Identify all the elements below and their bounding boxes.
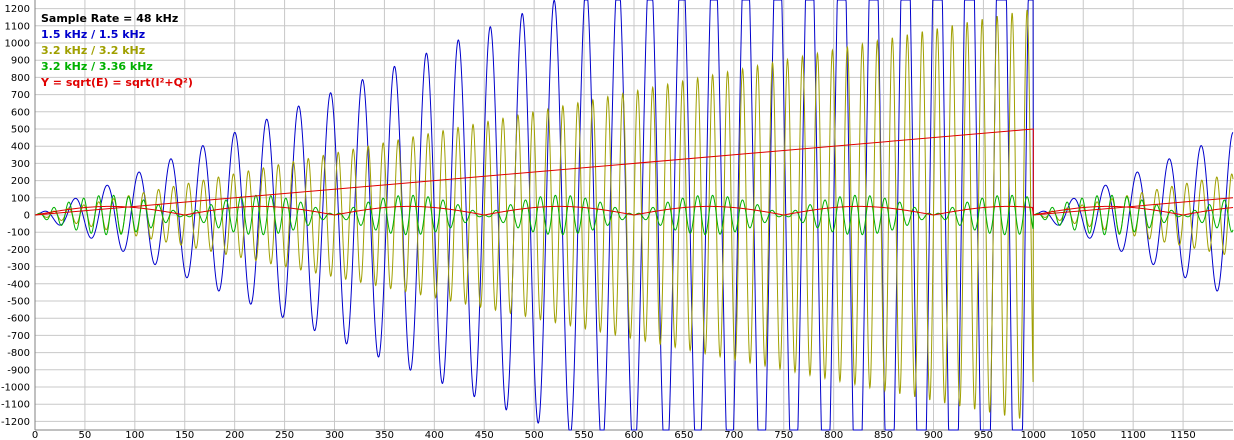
x-tick-label: 650 [674, 430, 693, 440]
x-tick-label: 250 [275, 430, 294, 440]
x-tick-label: 150 [175, 430, 194, 440]
x-tick-label: 1050 [1071, 430, 1096, 440]
y-tick-label: 300 [11, 159, 30, 170]
y-tick-label: 500 [11, 125, 30, 136]
x-tick-label: 100 [125, 430, 144, 440]
x-tick-label: 450 [475, 430, 494, 440]
y-tick-label: -700 [7, 331, 30, 342]
x-tick-label: 400 [425, 430, 444, 440]
series-line-4 [34, 205, 1234, 216]
x-tick-label: 750 [774, 430, 793, 440]
series-layer [34, 0, 1234, 431]
x-tick-label: 300 [325, 430, 344, 440]
x-tick-label: 850 [874, 430, 893, 440]
x-tick-label: 0 [32, 430, 38, 440]
x-tick-label: 1000 [1021, 430, 1046, 440]
y-tick-label: -900 [7, 365, 30, 376]
y-tick-label: 900 [11, 56, 30, 67]
y-tick-label: 400 [11, 142, 30, 153]
x-tick-label: 550 [575, 430, 594, 440]
y-tick-label: 200 [11, 176, 30, 187]
legend-entry: Y = sqrt(E) = sqrt(I²+Q²) [40, 76, 193, 89]
x-tick-label: 1100 [1120, 430, 1145, 440]
x-tick-label: 950 [974, 430, 993, 440]
y-tick-label: 0 [24, 211, 30, 222]
x-tick-label: 900 [924, 430, 943, 440]
x-tick-label: 200 [225, 430, 244, 440]
y-tick-label: 800 [11, 73, 30, 84]
y-tick-label: -500 [7, 297, 30, 308]
legend-entry: Sample Rate = 48 kHz [41, 12, 178, 25]
y-tick-label: 1000 [5, 39, 30, 50]
x-tick-label: 50 [79, 430, 92, 440]
y-tick-label: -100 [7, 228, 30, 239]
y-tick-label: -600 [7, 314, 30, 325]
y-tick-label: -300 [7, 262, 30, 273]
y-tick-label: -1200 [1, 417, 30, 428]
x-tick-label: 800 [824, 430, 843, 440]
y-tick-label: -800 [7, 348, 30, 359]
legend-entry: 3.2 kHz / 3.2 kHz [41, 44, 145, 57]
series-line-3 [34, 128, 1234, 216]
y-tick-label: 600 [11, 107, 30, 118]
y-tick-label: -200 [7, 245, 30, 256]
y-tick-label: -1100 [1, 400, 30, 411]
legend-entry: 1.5 kHz / 1.5 kHz [41, 28, 145, 41]
legend-entry: 3.2 kHz / 3.36 kHz [41, 60, 153, 73]
y-tick-label: -400 [7, 279, 30, 290]
x-tick-label: 500 [525, 430, 544, 440]
x-tick-label: 1150 [1170, 430, 1195, 440]
x-tick-label: 600 [624, 430, 643, 440]
y-tick-label: 1100 [5, 21, 30, 32]
y-tick-label: 100 [11, 193, 30, 204]
legend: Sample Rate = 48 kHz 1.5 kHz / 1.5 kHz 3.2… [40, 12, 193, 89]
y-tick-label: -1000 [1, 383, 30, 394]
y-tick-label: 700 [11, 90, 30, 101]
tick-labels: 0 50 100 150 200 250 300 350 400 450 500 550 600 650 7… [1, 4, 1196, 440]
x-tick-label: 700 [724, 430, 743, 440]
x-tick-label: 350 [375, 430, 394, 440]
y-tick-label: 1200 [5, 4, 30, 15]
